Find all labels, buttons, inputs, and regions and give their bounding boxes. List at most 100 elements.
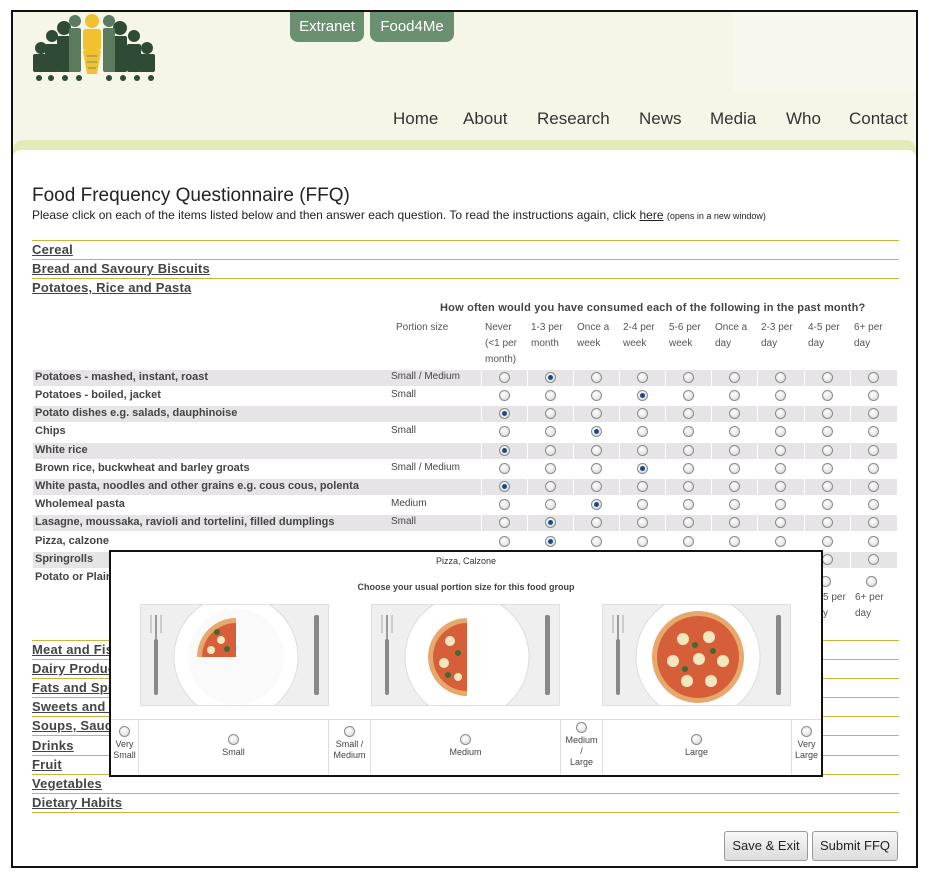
portion-image-medium[interactable] [371,604,560,706]
frequency-radio[interactable] [683,481,694,492]
frequency-radio[interactable] [868,372,879,383]
save-exit-button[interactable]: Save & Exit [724,831,808,861]
nav-media[interactable]: Media [710,109,757,128]
food4me-logo[interactable] [31,14,159,84]
frequency-radio[interactable] [868,554,879,565]
frequency-radio[interactable] [637,372,648,383]
frequency-radio[interactable] [591,499,602,510]
frequency-radio[interactable] [545,372,556,383]
frequency-radio[interactable] [683,372,694,383]
category-item[interactable]: Vegetables [32,775,899,794]
frequency-radio[interactable] [868,499,879,510]
portion-option[interactable]: Medium / Large [561,720,603,774]
food-item-label[interactable]: Wholemeal pasta [35,498,125,510]
submit-ffq-button[interactable]: Submit FFQ [812,831,898,861]
frequency-radio[interactable] [683,499,694,510]
portion-option[interactable]: Very Small [111,720,139,774]
food-item-label[interactable]: Chips [35,425,66,437]
frequency-radio[interactable] [637,463,648,474]
frequency-radio[interactable] [822,536,833,547]
frequency-radio[interactable] [545,517,556,528]
frequency-radio[interactable] [637,536,648,547]
frequency-radio[interactable] [499,499,510,510]
frequency-radio[interactable] [868,517,879,528]
portion-image-small[interactable] [140,604,329,706]
portion-radio[interactable] [801,726,812,737]
frequency-radio[interactable] [775,481,786,492]
nav-contact[interactable]: Contact [849,109,908,128]
portion-radio[interactable] [228,734,239,745]
food-item-label[interactable]: Potatoes - mashed, instant, roast [35,371,208,383]
frequency-radio[interactable] [775,390,786,401]
frequency-radio[interactable] [822,426,833,437]
frequency-radio[interactable] [729,426,740,437]
frequency-radio[interactable] [775,499,786,510]
frequency-radio[interactable] [822,463,833,474]
category-cereal[interactable]: Cereal [32,241,899,260]
category-bread[interactable]: Bread and Savoury Biscuits [32,260,899,279]
frequency-radio[interactable] [822,499,833,510]
tab-food4me[interactable]: Food4Me [370,12,454,42]
portion-radio[interactable] [460,734,471,745]
frequency-radio[interactable] [637,517,648,528]
frequency-radio[interactable] [683,536,694,547]
frequency-radio[interactable] [545,390,556,401]
frequency-radio[interactable] [545,481,556,492]
portion-image-large[interactable] [602,604,791,706]
portion-radio[interactable] [344,726,355,737]
frequency-radio[interactable] [868,463,879,474]
frequency-radio[interactable] [591,463,602,474]
frequency-radio[interactable] [499,408,510,419]
nav-who[interactable]: Who [786,109,821,128]
frequency-radio[interactable] [868,445,879,456]
food-item-label[interactable]: Pizza, calzone [35,535,109,547]
frequency-radio[interactable] [591,408,602,419]
frequency-radio[interactable] [822,372,833,383]
food-item-label[interactable]: Potato or Plain [35,571,113,583]
frequency-radio[interactable] [591,517,602,528]
portion-option[interactable]: Large [602,720,792,774]
food-item-label[interactable]: White pasta, noodles and other grains e.… [35,480,359,492]
frequency-radio[interactable] [775,463,786,474]
frequency-radio[interactable] [499,463,510,474]
frequency-radio[interactable] [637,481,648,492]
frequency-radio[interactable] [499,481,510,492]
frequency-radio[interactable] [822,390,833,401]
frequency-radio[interactable] [591,536,602,547]
category-item[interactable]: Dietary Habits [32,794,899,813]
food-item-label[interactable]: Potatoes - boiled, jacket [35,389,161,401]
frequency-radio[interactable] [729,463,740,474]
frequency-radio[interactable] [499,536,510,547]
frequency-radio[interactable] [637,426,648,437]
frequency-radio[interactable] [683,463,694,474]
frequency-radio[interactable] [545,463,556,474]
frequency-radio[interactable] [775,408,786,419]
food-item-label[interactable]: White rice [35,444,88,456]
frequency-radio[interactable] [637,390,648,401]
frequency-radio[interactable] [868,536,879,547]
frequency-radio[interactable] [775,517,786,528]
nav-about[interactable]: About [463,109,508,128]
frequency-radio[interactable] [637,445,648,456]
frequency-radio[interactable] [729,408,740,419]
frequency-radio[interactable] [775,426,786,437]
food-item-label[interactable]: Lasagne, moussaka, ravioli and tortelini… [35,516,335,528]
frequency-radio[interactable] [591,390,602,401]
frequency-radio[interactable] [868,426,879,437]
frequency-radio[interactable] [591,481,602,492]
frequency-radio[interactable] [729,499,740,510]
frequency-radio[interactable] [822,554,833,565]
frequency-radio[interactable] [545,408,556,419]
tab-extranet[interactable]: Extranet [290,12,364,42]
frequency-radio[interactable] [729,390,740,401]
frequency-radio[interactable] [683,390,694,401]
frequency-radio[interactable] [545,536,556,547]
frequency-radio[interactable] [545,426,556,437]
frequency-radio[interactable] [729,536,740,547]
frequency-radio[interactable] [499,426,510,437]
portion-radio[interactable] [576,722,587,733]
instructions-link[interactable]: here [639,208,664,222]
frequency-radio[interactable] [683,517,694,528]
food-item-label[interactable]: Springrolls [35,553,94,565]
portion-option[interactable]: Medium [371,720,561,774]
